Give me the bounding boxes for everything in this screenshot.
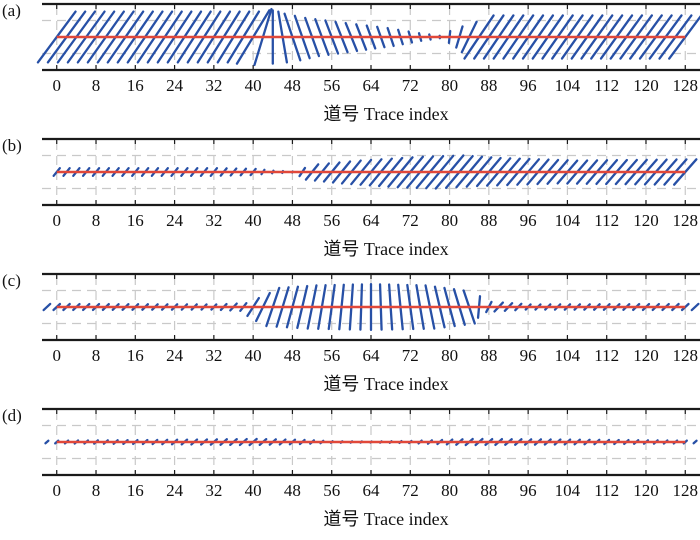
x-tick-label: 72 [402, 346, 419, 365]
panel-label: (a) [2, 1, 21, 20]
x-tick-label: 104 [555, 211, 581, 230]
x-tick-label: 64 [363, 211, 381, 230]
x-tick-label: 96 [520, 211, 537, 230]
x-tick-label: 88 [480, 211, 497, 230]
x-tick-label: 120 [633, 346, 659, 365]
panel-d: 0 8 16 24 32 40 48 56 64 72 80 88 96 104 112 120 128 道号 T… [2, 406, 700, 529]
panel-label: (c) [2, 271, 21, 290]
x-tick-label: 0 [52, 481, 61, 500]
x-tick-label: 64 [363, 76, 381, 95]
x-tick-label: 16 [127, 481, 144, 500]
x-tick-label: 88 [480, 481, 497, 500]
x-tick-label: 48 [284, 211, 301, 230]
x-tick-label: 40 [245, 211, 262, 230]
x-tick-label: 16 [127, 346, 144, 365]
x-tick-label: 48 [284, 76, 301, 95]
x-tick-label: 56 [323, 481, 340, 500]
x-tick-label: 88 [480, 346, 497, 365]
x-tick-label: 32 [205, 481, 222, 500]
x-tick-label: 16 [127, 211, 144, 230]
x-tick-label: 24 [166, 481, 184, 500]
x-axis-label: 道号 Trace index [323, 509, 448, 529]
x-tick-label: 112 [594, 346, 619, 365]
x-tick-label: 40 [245, 346, 262, 365]
x-tick-label: 104 [555, 346, 581, 365]
x-tick-label: 48 [284, 346, 301, 365]
panel-a: 0 8 16 24 32 40 48 56 64 72 80 88 96 104 112 120 128 道号 T… [2, 1, 700, 124]
x-tick-label: 104 [555, 481, 581, 500]
x-tick-label: 0 [52, 211, 61, 230]
x-tick-label: 80 [441, 346, 458, 365]
x-tick-label: 72 [402, 481, 419, 500]
x-tick-label: 128 [673, 211, 699, 230]
x-tick-label: 56 [323, 211, 340, 230]
x-tick-label: 72 [402, 76, 419, 95]
x-tick-label: 24 [166, 346, 184, 365]
x-tick-label: 32 [205, 346, 222, 365]
x-tick-label: 8 [92, 76, 101, 95]
x-tick-label: 104 [555, 76, 581, 95]
x-tick-label: 32 [205, 211, 222, 230]
vector-segment [692, 439, 698, 445]
x-tick-label: 80 [441, 481, 458, 500]
x-tick-label: 8 [92, 481, 101, 500]
x-tick-label: 120 [633, 481, 659, 500]
panel-label: (b) [2, 136, 22, 155]
x-tick-label: 128 [673, 346, 699, 365]
x-tick-label: 96 [520, 481, 537, 500]
x-tick-label: 48 [284, 481, 301, 500]
x-tick-label: 96 [520, 76, 537, 95]
x-tick-label: 120 [633, 76, 659, 95]
x-tick-label: 0 [52, 76, 61, 95]
x-tick-label: 112 [594, 481, 619, 500]
x-tick-label: 40 [245, 481, 262, 500]
vector-segment [42, 302, 52, 312]
x-tick-label: 8 [92, 211, 101, 230]
x-axis-label: 道号 Trace index [323, 104, 448, 124]
x-tick-label: 40 [245, 76, 262, 95]
x-tick-label: 120 [633, 211, 659, 230]
x-tick-label: 72 [402, 211, 419, 230]
x-tick-label: 16 [127, 76, 144, 95]
x-tick-label: 128 [673, 481, 699, 500]
x-axis-label: 道号 Trace index [323, 239, 448, 259]
x-tick-label: 112 [594, 211, 619, 230]
vector-segment [44, 439, 50, 445]
x-axis-label: 道号 Trace index [323, 374, 448, 394]
panel-label: (d) [2, 406, 22, 425]
panel-c: 0 8 16 24 32 40 48 56 64 72 80 88 96 104 112 120 128 道号 T… [2, 271, 700, 394]
x-tick-label: 64 [363, 346, 381, 365]
x-tick-label: 56 [323, 76, 340, 95]
x-tick-label: 56 [323, 346, 340, 365]
x-tick-label: 64 [363, 481, 381, 500]
x-tick-label: 80 [441, 211, 458, 230]
x-tick-label: 88 [480, 76, 497, 95]
x-tick-label: 24 [166, 211, 184, 230]
x-tick-label: 8 [92, 346, 101, 365]
vector-segment [690, 302, 700, 312]
x-tick-label: 0 [52, 346, 61, 365]
x-tick-label: 80 [441, 76, 458, 95]
x-tick-label: 128 [673, 76, 699, 95]
x-tick-label: 112 [594, 76, 619, 95]
x-tick-label: 32 [205, 76, 222, 95]
panel-b: 0 8 16 24 32 40 48 56 64 72 80 88 96 104 112 120 128 道号 T… [2, 136, 700, 259]
x-tick-label: 96 [520, 346, 537, 365]
x-tick-label: 24 [166, 76, 184, 95]
